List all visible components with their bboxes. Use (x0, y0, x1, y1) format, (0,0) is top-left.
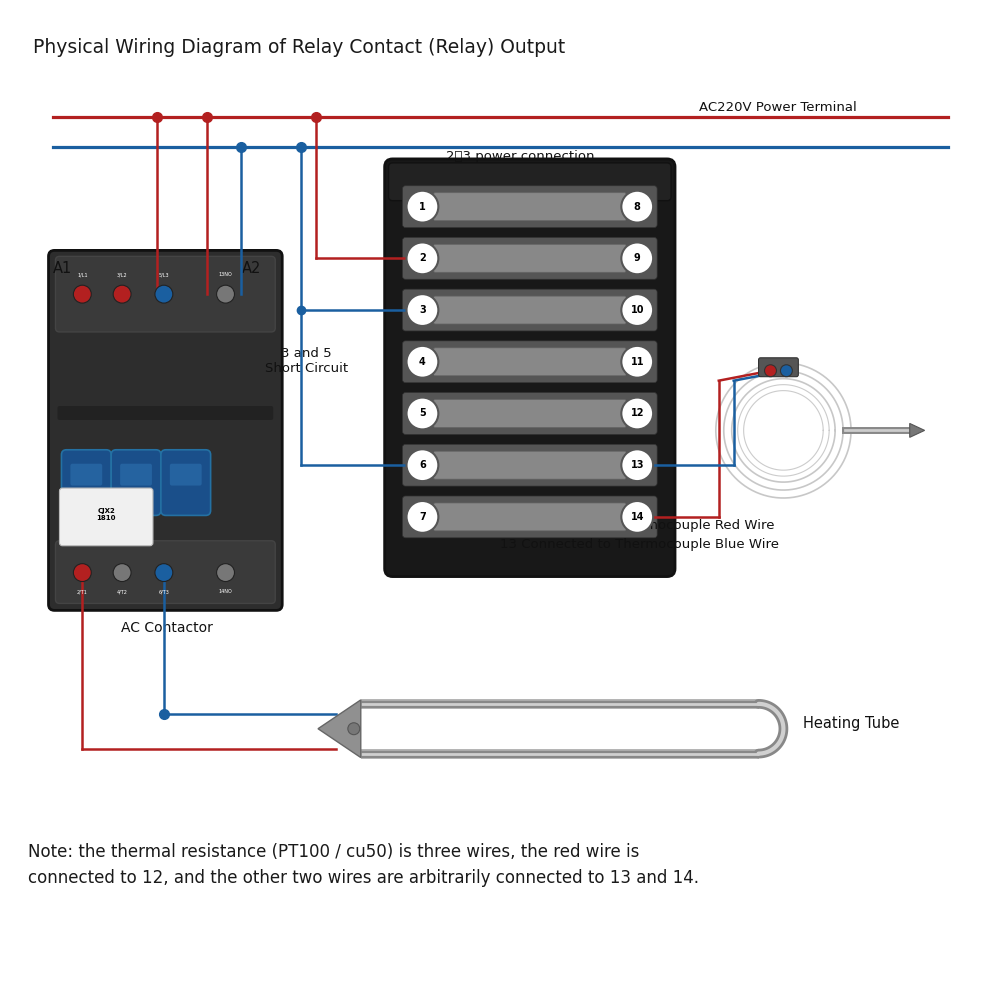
Circle shape (621, 191, 653, 223)
Text: AC Contactor: AC Contactor (121, 621, 213, 635)
Circle shape (155, 285, 173, 303)
FancyBboxPatch shape (433, 244, 626, 272)
Text: 6/T3: 6/T3 (158, 589, 169, 594)
FancyBboxPatch shape (111, 450, 161, 515)
Text: A1: A1 (53, 261, 72, 276)
FancyBboxPatch shape (57, 406, 273, 420)
FancyBboxPatch shape (433, 296, 626, 324)
Text: 9: 9 (634, 253, 641, 263)
Text: 10: 10 (630, 305, 644, 315)
Text: 14: 14 (630, 512, 644, 522)
Text: 12: 12 (630, 408, 644, 418)
FancyBboxPatch shape (161, 450, 211, 515)
Circle shape (621, 398, 653, 429)
Text: 2: 2 (419, 253, 426, 263)
Text: 8: 8 (634, 202, 641, 212)
FancyBboxPatch shape (385, 159, 675, 577)
Circle shape (765, 365, 776, 377)
Text: Heating Tube: Heating Tube (803, 716, 900, 731)
FancyBboxPatch shape (49, 250, 282, 610)
Circle shape (217, 285, 234, 303)
Circle shape (621, 242, 653, 274)
FancyBboxPatch shape (55, 256, 275, 332)
Circle shape (780, 365, 792, 377)
Circle shape (73, 564, 91, 582)
Circle shape (407, 242, 438, 274)
Text: 1/L1: 1/L1 (77, 272, 88, 277)
FancyBboxPatch shape (433, 451, 626, 479)
Text: 2、3 power connection: 2、3 power connection (446, 150, 594, 163)
Polygon shape (910, 423, 925, 437)
Circle shape (621, 346, 653, 378)
FancyBboxPatch shape (403, 444, 657, 486)
FancyBboxPatch shape (389, 163, 671, 201)
FancyBboxPatch shape (403, 289, 657, 331)
Circle shape (73, 285, 91, 303)
FancyBboxPatch shape (59, 488, 153, 546)
Circle shape (113, 564, 131, 582)
Circle shape (155, 564, 173, 582)
Text: CJX2
1810: CJX2 1810 (96, 508, 116, 521)
Polygon shape (318, 700, 361, 758)
FancyBboxPatch shape (55, 541, 275, 603)
Text: Physical Wiring Diagram of Relay Contact (Relay) Output: Physical Wiring Diagram of Relay Contact… (33, 38, 565, 57)
FancyBboxPatch shape (403, 496, 657, 538)
Text: 11: 11 (630, 357, 644, 367)
Text: 5: 5 (419, 408, 426, 418)
FancyBboxPatch shape (61, 450, 111, 515)
Text: Note: the thermal resistance (PT100 / cu50) is three wires, the red wire is
conn: Note: the thermal resistance (PT100 / cu… (28, 843, 699, 887)
Text: 7: 7 (419, 512, 426, 522)
Circle shape (621, 501, 653, 533)
FancyBboxPatch shape (403, 341, 657, 383)
Text: A2: A2 (241, 261, 261, 276)
Text: 5/L3: 5/L3 (159, 272, 169, 277)
Circle shape (113, 285, 131, 303)
Circle shape (407, 398, 438, 429)
Text: 6: 6 (419, 460, 426, 470)
Text: AC220V Power Terminal: AC220V Power Terminal (699, 101, 857, 114)
FancyBboxPatch shape (403, 186, 657, 228)
FancyBboxPatch shape (120, 464, 152, 486)
Text: 3: 3 (419, 305, 426, 315)
Circle shape (407, 501, 438, 533)
Circle shape (348, 723, 360, 735)
Text: 1: 1 (419, 202, 426, 212)
Circle shape (407, 191, 438, 223)
Text: 2/T1: 2/T1 (77, 589, 88, 594)
Text: 14 Connected to Thermocouple Red Wire
13 Connected to Thermocouple Blue Wire: 14 Connected to Thermocouple Red Wire 13… (500, 519, 779, 551)
FancyBboxPatch shape (170, 464, 202, 486)
Text: 4/T2: 4/T2 (117, 589, 128, 594)
Circle shape (621, 449, 653, 481)
Text: 4: 4 (419, 357, 426, 367)
Circle shape (407, 449, 438, 481)
Circle shape (407, 294, 438, 326)
Text: 13NO: 13NO (219, 272, 232, 277)
FancyBboxPatch shape (403, 237, 657, 279)
FancyBboxPatch shape (403, 393, 657, 434)
Text: 13: 13 (630, 460, 644, 470)
FancyBboxPatch shape (433, 193, 626, 221)
FancyBboxPatch shape (433, 400, 626, 427)
Circle shape (217, 564, 234, 582)
Circle shape (621, 294, 653, 326)
FancyBboxPatch shape (433, 348, 626, 376)
Text: 14NO: 14NO (219, 589, 232, 594)
FancyBboxPatch shape (759, 358, 798, 377)
Text: 3/L2: 3/L2 (117, 272, 127, 277)
Circle shape (407, 346, 438, 378)
Text: 3 and 5
Short Circuit: 3 and 5 Short Circuit (265, 347, 348, 375)
FancyBboxPatch shape (433, 503, 626, 531)
FancyBboxPatch shape (70, 464, 102, 486)
